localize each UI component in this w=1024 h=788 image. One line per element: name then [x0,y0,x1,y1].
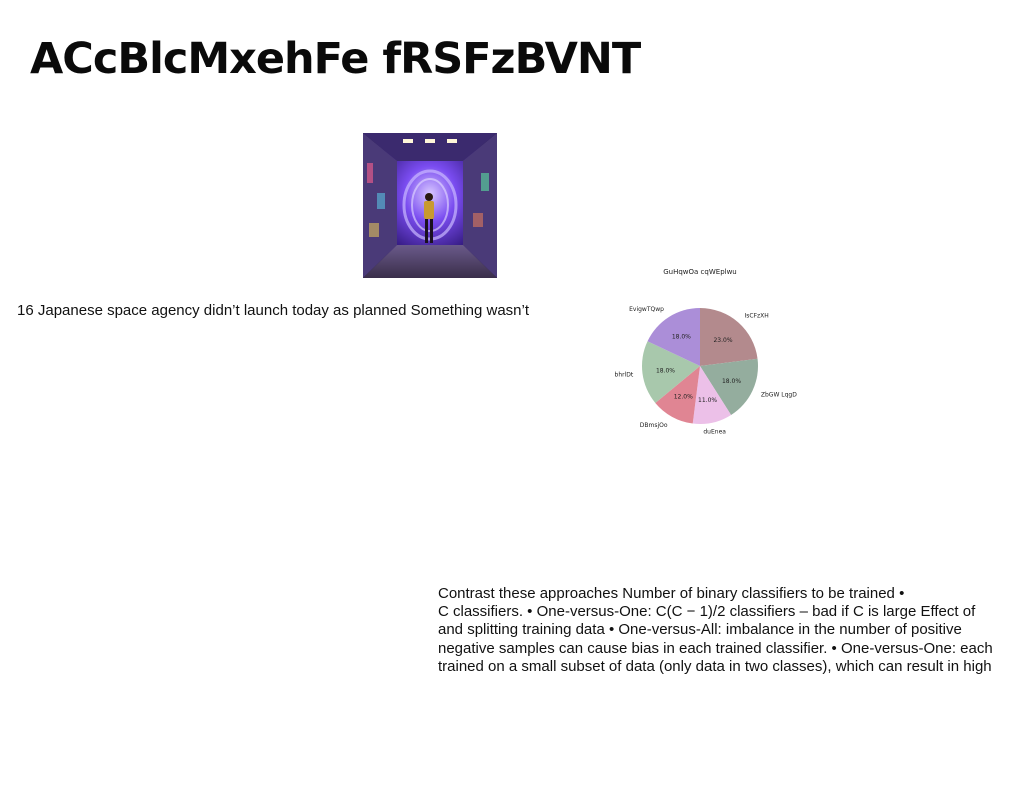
pie-category-label: ZbGW LqgD [761,392,797,399]
pie-pct-label: 18.0% [672,334,691,341]
pie-slice-iscfzxh [700,308,758,366]
pie-slice-dbmsjoo [655,366,700,424]
body-line: trained on a small subset of data (only … [438,657,992,675]
image-caption: 16 Japanese space agency didn’t launch t… [17,302,530,319]
pie-pct-label: 12.0% [674,393,693,400]
pie-category-label: IsCFzXH [744,313,768,320]
body-line: C classifiers. • One-versus-One: C(C − 1… [438,603,976,621]
pie-category-label: duEnea [703,429,726,436]
pie-pct-label: 11.0% [698,397,717,404]
pie-slice-evigwtqwp [647,308,700,366]
pie-slice-bhrldt [642,341,700,403]
pie-chart-svg: GuHqwOa cqWEplwu 23.0% IsCFzXH 18.0% ZbGW L… [615,268,798,436]
pie-category-label: bhrlDt [615,371,634,378]
pie-pct-label: 18.0% [656,367,675,374]
tunnel-photo-graphic [363,133,497,278]
pie-slice-zbgw-lqgd [700,358,758,415]
body-line: negative samples can cause bias in each … [438,639,993,657]
pie-pct-label: 18.0% [722,378,741,385]
pie-category-label: DBmsjOo [640,422,668,429]
body-line: and splitting training data • One-versus… [438,621,962,639]
pie-chart: GuHqwOa cqWEplwu 23.0% IsCFzXH 18.0% ZbGW L… [610,262,800,462]
body-text: Contrast these approaches Number of bina… [438,585,1024,676]
body-line: Contrast these approaches Number of bina… [438,585,905,602]
slide-title: ACcBlcMxehFe fRSFzBVNT [30,34,641,84]
tunnel-photo [363,133,497,278]
chart-title: GuHqwOa cqWEplwu [663,268,737,276]
pie-slice-duenea [692,366,732,424]
pie-category-label: EvigwTQwp [629,306,664,313]
pie-pct-label: 23.0% [713,337,732,344]
